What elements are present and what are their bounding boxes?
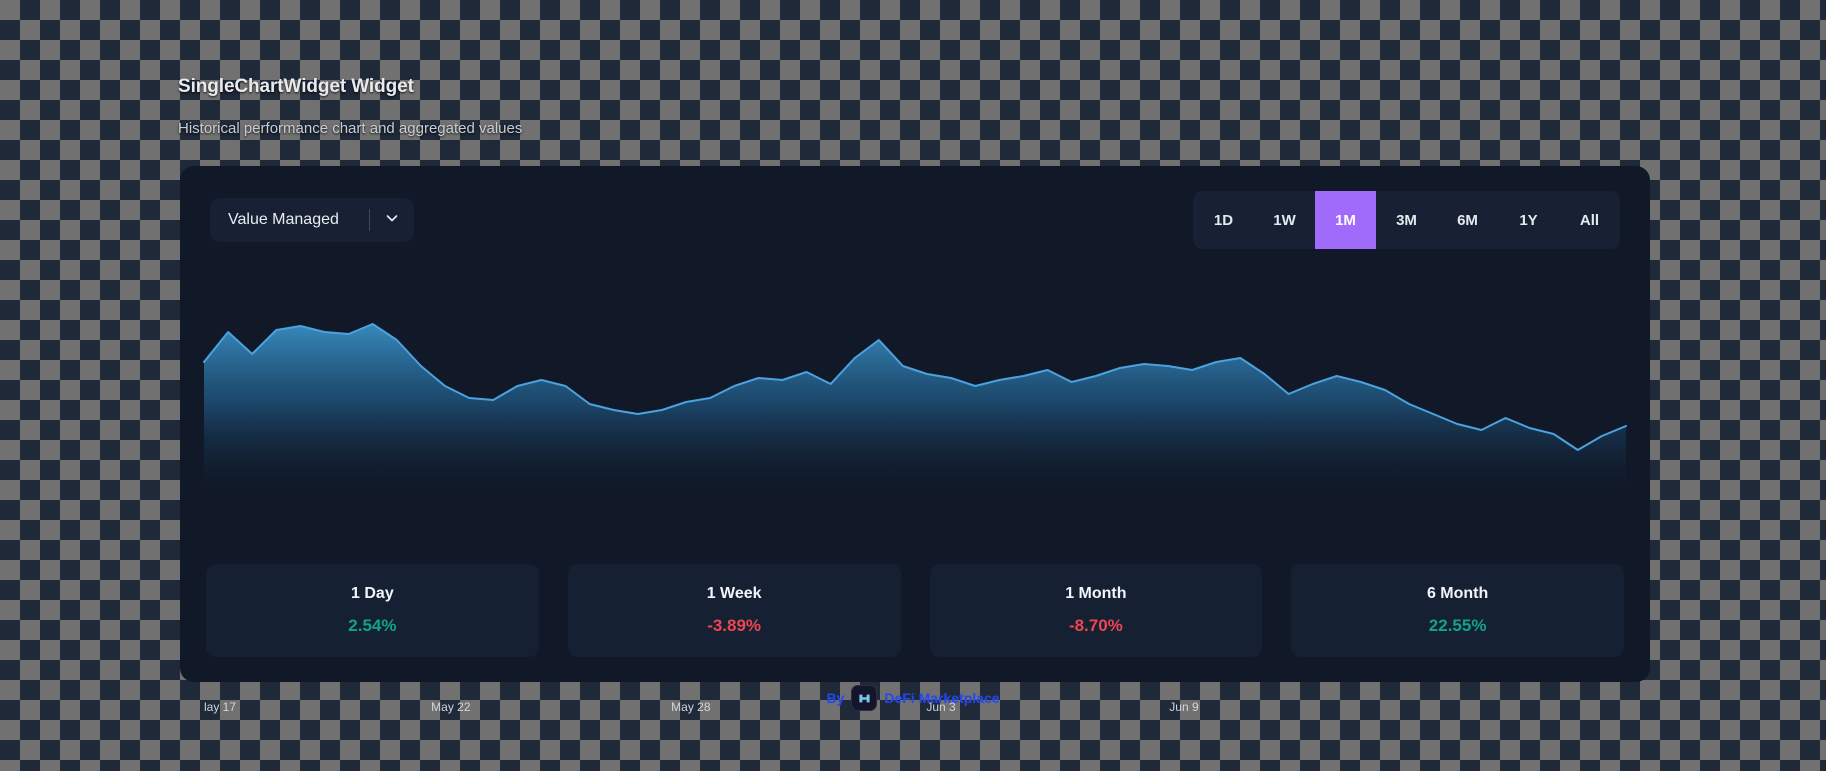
widget-toolbar: Value Managed 1D 1W 1M 3M 6M 1Y All [180, 166, 1650, 274]
watermark-prefix: By [826, 690, 845, 706]
stat-card-value: 22.55% [1428, 616, 1487, 635]
stat-card-label: 6 Month [1426, 585, 1489, 602]
range-button-1w[interactable]: 1W [1254, 191, 1315, 249]
stat-card-value: -8.70% [1068, 616, 1123, 635]
stat-card-label: 1 Week [706, 585, 762, 602]
range-button-1d[interactable]: 1D [1193, 191, 1254, 249]
chart-area: lay 17 May 22 May 28 Jun 3 Jun 9 [192, 274, 1638, 714]
stat-card-value: -3.89% [707, 616, 762, 635]
x-axis-ticks: lay 17 May 22 May 28 Jun 3 Jun 9 [192, 700, 1638, 718]
stat-card: 6 Month 22.55% [1291, 564, 1624, 657]
page-subtitle: Historical performance chart and aggrega… [178, 120, 523, 137]
stat-card-label: 1 Month [1065, 585, 1127, 602]
x-axis-tick: lay 17 [204, 700, 237, 714]
metric-dropdown-label: Value Managed [228, 211, 339, 228]
range-button-3m[interactable]: 3M [1376, 191, 1437, 249]
stat-card-value: 2.54% [348, 616, 397, 635]
dropdown-divider [368, 209, 370, 231]
single-chart-widget: Value Managed 1D 1W 1M 3M 6M 1Y All lay 17 [180, 166, 1650, 714]
aggregate-stats: 1 Day 2.54% 1 Week -3.89% 1 Month -8.70% 6 Mon… [206, 564, 1624, 657]
range-button-6m[interactable]: 6M [1437, 191, 1498, 249]
page-header: SingleChartWidget Widget Historical perf… [178, 76, 1278, 137]
watermark-brand: DeFi Marketplace [884, 690, 1000, 706]
defi-marketplace-logo-icon [851, 685, 878, 711]
chevron-down-icon [384, 210, 400, 231]
stat-card: 1 Week -3.89% [567, 564, 901, 657]
stat-card: 1 Day 2.54% [206, 564, 539, 657]
stat-card: 1 Month -8.70% [929, 564, 1263, 657]
page-title: SingleChartWidget Widget [178, 76, 414, 97]
performance-area-chart [203, 323, 1627, 496]
footer-watermark[interactable]: By DeFi Marketplace [0, 685, 1826, 711]
x-axis-tick: Jun 3 [926, 700, 956, 714]
range-button-all[interactable]: All [1559, 191, 1620, 249]
x-axis-tick: May 28 [671, 700, 711, 714]
range-button-1m[interactable]: 1M [1315, 191, 1376, 249]
x-axis-tick: May 22 [431, 700, 471, 714]
time-range-group: 1D 1W 1M 3M 6M 1Y All [1193, 191, 1620, 249]
stat-card-label: 1 Day [351, 585, 394, 602]
range-button-1y[interactable]: 1Y [1498, 191, 1559, 249]
x-axis-tick: Jun 9 [1169, 700, 1199, 714]
metric-dropdown[interactable]: Value Managed [210, 198, 414, 242]
